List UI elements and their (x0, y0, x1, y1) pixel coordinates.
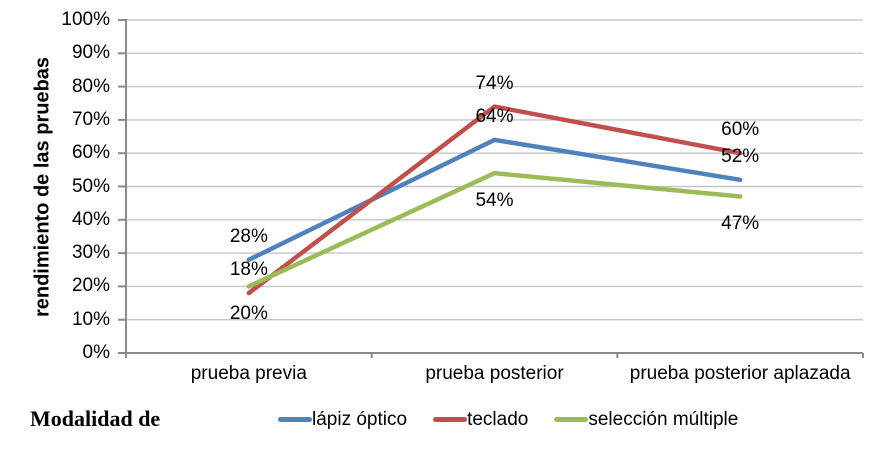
x-category-label: prueba posterior (425, 363, 564, 384)
data-label-selección-múltiple: 20% (229, 303, 268, 325)
legend-item-teclado: teclado (433, 409, 528, 430)
y-tick-label: 80% (71, 75, 110, 97)
data-label-selección-múltiple: 54% (475, 190, 514, 212)
y-tick-label: 50% (71, 175, 110, 197)
series-line-lápiz-óptico (246, 137, 743, 263)
legend-line-swatch (554, 417, 589, 422)
legend-label: teclado (467, 409, 529, 430)
data-label-teclado: 18% (229, 259, 268, 281)
y-tick-label: 60% (71, 142, 110, 164)
data-label-lápiz-óptico: 64% (475, 105, 514, 127)
series-line-selección-múltiple (246, 170, 743, 289)
y-tick-label: 90% (71, 42, 110, 64)
legend-line-swatch (278, 417, 312, 422)
legend-label: selección múltiple (588, 409, 739, 430)
legend: lápiz óptico teclado selección múltiple (278, 409, 738, 430)
data-label-lápiz-óptico: 52% (721, 145, 760, 167)
data-label-selección-múltiple: 47% (721, 213, 760, 235)
series-line-teclado (246, 104, 743, 296)
data-label-lápiz-óptico: 28% (229, 225, 268, 247)
y-tick-label: 30% (71, 242, 110, 264)
y-tick-label: 20% (71, 275, 110, 297)
x-category-label: prueba previa (190, 363, 307, 384)
legend-label: lápiz óptico (312, 409, 408, 430)
data-label-teclado: 74% (475, 72, 514, 94)
legend-line-swatch (433, 417, 468, 422)
legend-item-selección-múltiple: selección múltiple (554, 409, 738, 430)
x-category-label: prueba posterior aplazada (629, 363, 851, 384)
y-tick-label: 70% (71, 108, 110, 130)
legend-prefix-label: Modalidad de (30, 406, 161, 431)
y-tick-label: 10% (71, 308, 110, 330)
data-label-teclado: 60% (721, 119, 760, 141)
legend-item-lápiz-óptico: lápiz óptico (278, 409, 407, 430)
y-tick-label: 40% (71, 208, 110, 230)
y-tick-label: 0% (82, 342, 110, 363)
y-tick-label: 100% (61, 9, 110, 30)
